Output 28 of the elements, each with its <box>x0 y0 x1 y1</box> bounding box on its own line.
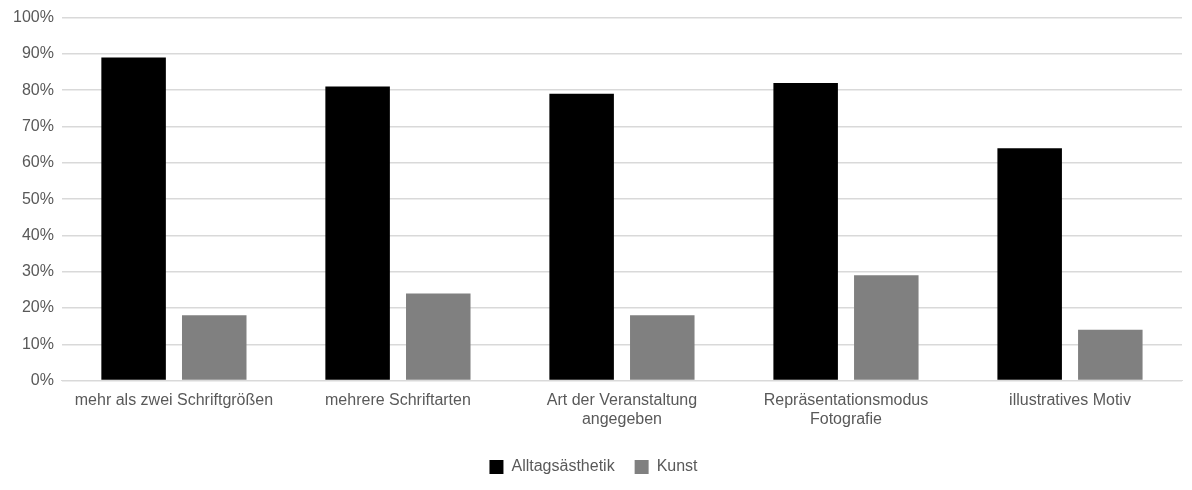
y-tick-label: 100% <box>13 8 54 26</box>
x-tick-label: Repräsentationsmodus Fotografie <box>763 390 929 427</box>
legend-label: Kunst <box>656 457 699 475</box>
bar <box>630 315 695 380</box>
x-tick-label: mehr als zwei Schriftgrößen <box>74 390 274 408</box>
y-tick-label: 50% <box>21 189 54 207</box>
bar <box>549 93 614 380</box>
y-tick-label: 0% <box>30 371 54 389</box>
y-tick-label: 90% <box>21 44 54 62</box>
legend-label: Alltagsästhetik <box>511 457 616 475</box>
bar <box>325 86 390 380</box>
y-tick-label: 30% <box>21 262 54 280</box>
bar <box>854 275 919 380</box>
y-tick-label: 10% <box>21 334 54 352</box>
y-tick-label: 20% <box>21 298 54 316</box>
x-tick-label: mehrere Schriftarten <box>325 390 471 408</box>
bar <box>773 82 838 380</box>
bar <box>181 315 247 380</box>
bar <box>406 293 471 380</box>
x-tick-label: Art der Veranstaltung angegeben <box>546 390 698 427</box>
y-tick-label: 80% <box>21 80 54 98</box>
bar <box>1078 329 1143 380</box>
y-tick-label: 60% <box>21 153 54 171</box>
x-tick-label: illustratives Motiv <box>1009 390 1131 408</box>
y-tick-label: 70% <box>21 116 54 134</box>
bar <box>101 57 166 380</box>
y-tick-label: 40% <box>21 225 54 243</box>
bar <box>997 148 1062 380</box>
